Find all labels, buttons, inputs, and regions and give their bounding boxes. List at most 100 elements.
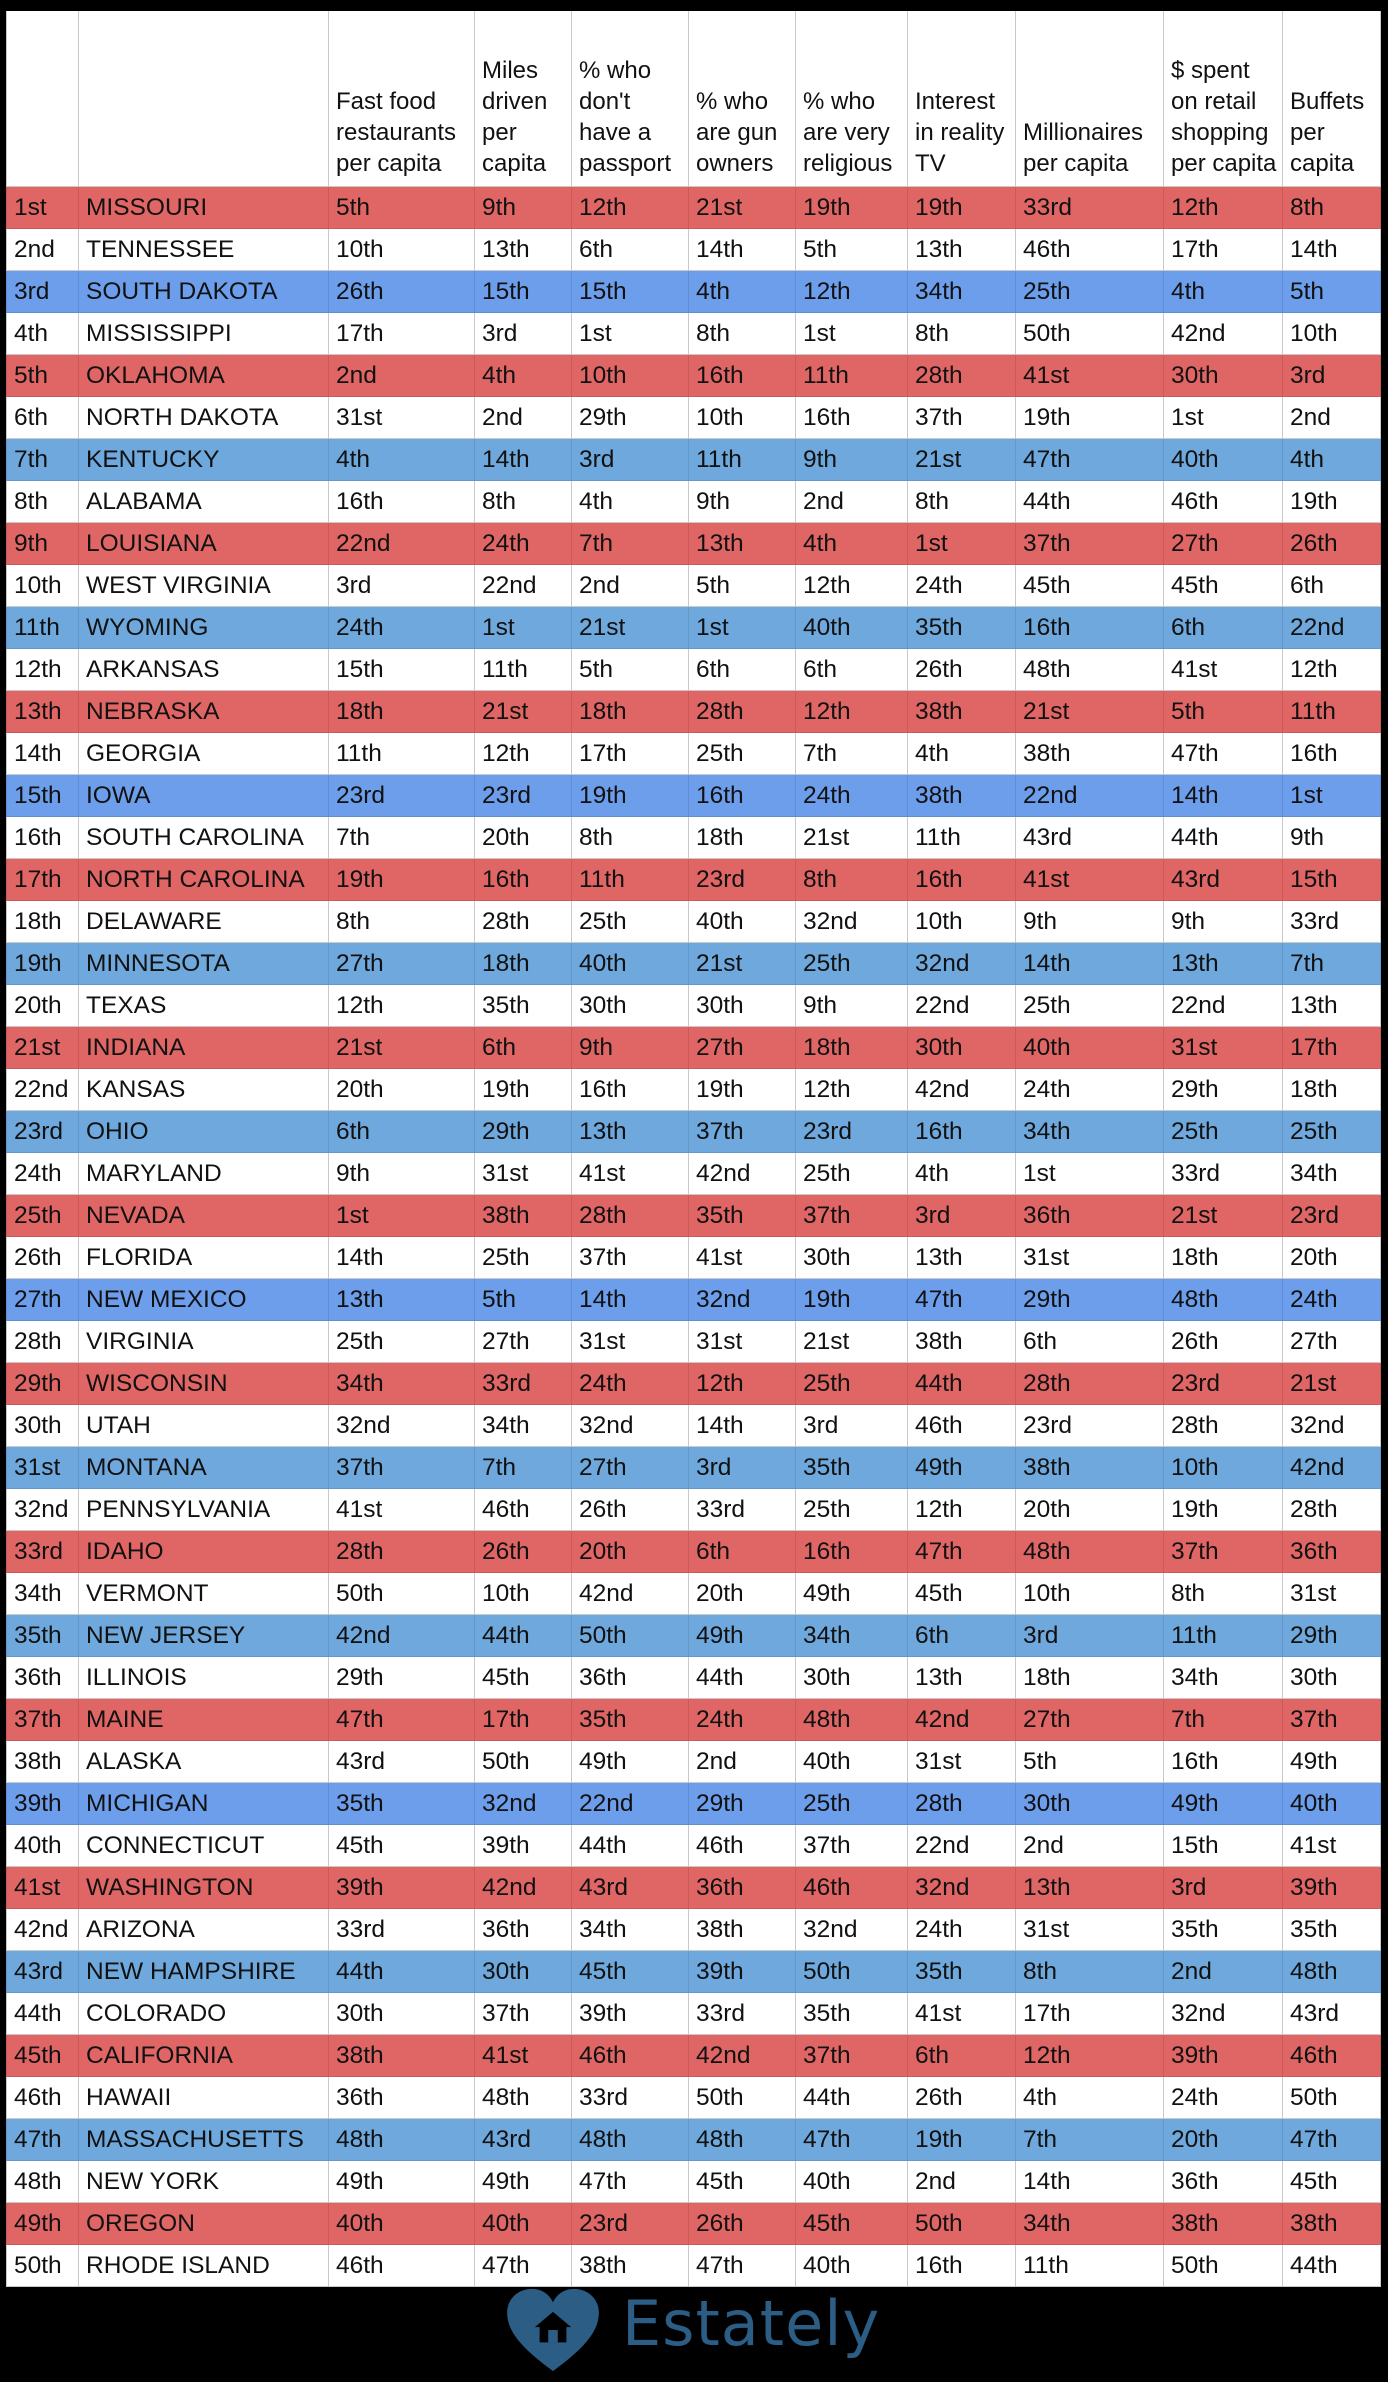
cell-miles-driven: 44th bbox=[474, 1614, 572, 1657]
cell-gun-owners: 23rd bbox=[688, 858, 796, 901]
cell-state: VIRGINIA bbox=[78, 1320, 329, 1363]
cell-millionaires: 19th bbox=[1015, 396, 1164, 439]
cell-state: DELAWARE bbox=[78, 900, 329, 943]
cell-retail-spending: 32nd bbox=[1163, 1992, 1283, 2035]
cell-fast-food: 14th bbox=[328, 1236, 475, 1279]
cell-retail-spending: 3rd bbox=[1163, 1866, 1283, 1909]
cell-millionaires: 14th bbox=[1015, 2160, 1164, 2203]
cell-buffets: 45th bbox=[1282, 2160, 1381, 2203]
cell-gun-owners: 39th bbox=[688, 1950, 796, 1993]
table-row: 18th DELAWARE 8th 28th 25th 40th 32nd 10th 9th 9t… bbox=[6, 900, 1381, 943]
cell-fast-food: 1st bbox=[328, 1194, 475, 1237]
cell-fast-food: 12th bbox=[328, 984, 475, 1027]
cell-rank: 25th bbox=[6, 1194, 79, 1237]
cell-rank: 16th bbox=[6, 816, 79, 859]
cell-miles-driven: 7th bbox=[474, 1446, 572, 1489]
cell-buffets: 33rd bbox=[1282, 900, 1381, 943]
cell-no-passport: 4th bbox=[571, 480, 689, 523]
cell-reality-tv: 24th bbox=[907, 564, 1016, 607]
cell-very-religious: 6th bbox=[795, 648, 908, 691]
cell-retail-spending: 19th bbox=[1163, 1488, 1283, 1531]
cell-rank: 20th bbox=[6, 984, 79, 1027]
cell-state: WYOMING bbox=[78, 606, 329, 649]
cell-buffets: 40th bbox=[1282, 1782, 1381, 1825]
header-reality-tv: Interest in reality TV bbox=[907, 11, 1016, 187]
cell-rank: 9th bbox=[6, 522, 79, 565]
cell-gun-owners: 40th bbox=[688, 900, 796, 943]
cell-very-religious: 35th bbox=[795, 1992, 908, 2035]
cell-reality-tv: 1st bbox=[907, 522, 1016, 565]
cell-gun-owners: 21st bbox=[688, 186, 796, 229]
cell-millionaires: 17th bbox=[1015, 1992, 1164, 2035]
cell-rank: 36th bbox=[6, 1656, 79, 1699]
header-miles-driven: Miles driven per capita bbox=[474, 11, 572, 187]
cell-gun-owners: 16th bbox=[688, 354, 796, 397]
cell-rank: 23rd bbox=[6, 1110, 79, 1153]
cell-millionaires: 16th bbox=[1015, 606, 1164, 649]
cell-millionaires: 25th bbox=[1015, 984, 1164, 1027]
cell-miles-driven: 42nd bbox=[474, 1866, 572, 1909]
cell-retail-spending: 38th bbox=[1163, 2202, 1283, 2245]
cell-fast-food: 20th bbox=[328, 1068, 475, 1111]
cell-miles-driven: 34th bbox=[474, 1404, 572, 1447]
table-row: 6th NORTH DAKOTA 31st 2nd 29th 10th 16th 37th 19… bbox=[6, 396, 1381, 439]
table-row: 4th MISSISSIPPI 17th 3rd 1st 8th 1st 8th 50th 42n… bbox=[6, 312, 1381, 355]
cell-very-religious: 19th bbox=[795, 186, 908, 229]
cell-retail-spending: 30th bbox=[1163, 354, 1283, 397]
cell-rank: 18th bbox=[6, 900, 79, 943]
cell-very-religious: 37th bbox=[795, 1194, 908, 1237]
cell-gun-owners: 33rd bbox=[688, 1488, 796, 1531]
cell-millionaires: 30th bbox=[1015, 1782, 1164, 1825]
table-row: 15th IOWA 23rd 23rd 19th 16th 24th 38th 22nd 14th… bbox=[6, 774, 1381, 817]
heart-house-icon bbox=[507, 2288, 599, 2372]
cell-no-passport: 26th bbox=[571, 1488, 689, 1531]
cell-miles-driven: 8th bbox=[474, 480, 572, 523]
cell-miles-driven: 38th bbox=[474, 1194, 572, 1237]
cell-state: MARYLAND bbox=[78, 1152, 329, 1195]
cell-state: WISCONSIN bbox=[78, 1362, 329, 1405]
cell-gun-owners: 11th bbox=[688, 438, 796, 481]
cell-miles-driven: 26th bbox=[474, 1530, 572, 1573]
header-rank bbox=[6, 11, 79, 187]
cell-very-religious: 21st bbox=[795, 816, 908, 859]
cell-reality-tv: 22nd bbox=[907, 1824, 1016, 1867]
cell-millionaires: 12th bbox=[1015, 2034, 1164, 2077]
cell-reality-tv: 24th bbox=[907, 1908, 1016, 1951]
cell-miles-driven: 40th bbox=[474, 2202, 572, 2245]
cell-millionaires: 34th bbox=[1015, 2202, 1164, 2245]
cell-miles-driven: 20th bbox=[474, 816, 572, 859]
cell-fast-food: 13th bbox=[328, 1278, 475, 1321]
cell-miles-driven: 48th bbox=[474, 2076, 572, 2119]
cell-very-religious: 25th bbox=[795, 1488, 908, 1531]
table-row: 1st MISSOURI 5th 9th 12th 21st 19th 19th 33rd 12t… bbox=[6, 186, 1381, 229]
cell-reality-tv: 8th bbox=[907, 312, 1016, 355]
cell-rank: 6th bbox=[6, 396, 79, 439]
table-row: 3rd SOUTH DAKOTA 26th 15th 15th 4th 12th 34th 25… bbox=[6, 270, 1381, 313]
cell-state: IDAHO bbox=[78, 1530, 329, 1573]
cell-fast-food: 43rd bbox=[328, 1740, 475, 1783]
cell-fast-food: 34th bbox=[328, 1362, 475, 1405]
cell-retail-spending: 33rd bbox=[1163, 1152, 1283, 1195]
table-row: 49th OREGON 40th 40th 23rd 26th 45th 50th 34th 38… bbox=[6, 2202, 1381, 2245]
cell-retail-spending: 16th bbox=[1163, 1740, 1283, 1783]
cell-reality-tv: 32nd bbox=[907, 1866, 1016, 1909]
cell-fast-food: 32nd bbox=[328, 1404, 475, 1447]
cell-no-passport: 37th bbox=[571, 1236, 689, 1279]
header-fast-food: Fast food restaurants per capita bbox=[328, 11, 475, 187]
table-row: 9th LOUISIANA 22nd 24th 7th 13th 4th 1st 37th 27t… bbox=[6, 522, 1381, 565]
cell-reality-tv: 47th bbox=[907, 1278, 1016, 1321]
cell-gun-owners: 8th bbox=[688, 312, 796, 355]
cell-rank: 46th bbox=[6, 2076, 79, 2119]
cell-state: WASHINGTON bbox=[78, 1866, 329, 1909]
cell-rank: 10th bbox=[6, 564, 79, 607]
cell-buffets: 44th bbox=[1282, 2244, 1381, 2287]
cell-millionaires: 8th bbox=[1015, 1950, 1164, 1993]
cell-no-passport: 25th bbox=[571, 900, 689, 943]
table-row: 44th COLORADO 30th 37th 39th 33rd 35th 41st 17th… bbox=[6, 1992, 1381, 2035]
cell-no-passport: 36th bbox=[571, 1656, 689, 1699]
cell-gun-owners: 9th bbox=[688, 480, 796, 523]
cell-fast-food: 35th bbox=[328, 1782, 475, 1825]
cell-retail-spending: 36th bbox=[1163, 2160, 1283, 2203]
cell-reality-tv: 47th bbox=[907, 1530, 1016, 1573]
header-no-passport: % who don't have a passport bbox=[571, 11, 689, 187]
